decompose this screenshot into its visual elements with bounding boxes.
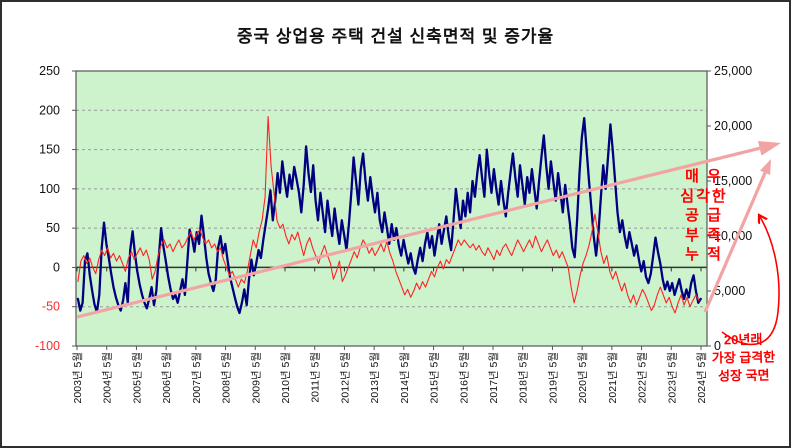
- x-axis-label: 2024년 5월: [696, 352, 708, 403]
- x-axis-label: 2019년 5월: [547, 352, 559, 403]
- right-axis-label: 15,000: [714, 174, 752, 188]
- left-axis-label: 100: [39, 182, 60, 196]
- chart-title: 중국 상업용 주택 건설 신축면적 및 증가율: [236, 27, 555, 46]
- left-axis-label: -100: [35, 339, 60, 353]
- right-axis-label: 5,000: [714, 284, 745, 298]
- x-axis-label: 2009년 5월: [250, 352, 262, 403]
- x-axis-label: 2006년 5월: [161, 352, 173, 403]
- x-axis-label: 2011년 5월: [310, 352, 322, 403]
- left-axis-label: 250: [39, 64, 60, 78]
- annotation-line: 매 우: [685, 168, 723, 185]
- annotation-line: 20년래: [723, 331, 763, 348]
- left-axis-label: 150: [39, 143, 60, 157]
- x-axis-label: 2014년 5월: [399, 352, 411, 403]
- plot-border: [75, 70, 708, 347]
- hand-drawn-arrow: [721, 215, 780, 346]
- x-axis-label: 2013년 5월: [369, 352, 381, 403]
- navy-growth-line: [76, 116, 702, 315]
- x-axis-label: 2021년 5월: [607, 352, 619, 403]
- annotation-line: 누 적: [685, 246, 723, 263]
- steep-trend-arrow: [703, 172, 767, 313]
- left-axis-label: 0: [53, 260, 60, 274]
- x-axis-label: 2015년 5월: [429, 352, 441, 403]
- long-trend-arrow: [76, 146, 761, 319]
- x-axis-label: 2010년 5월: [280, 352, 292, 403]
- annotation-line: 가장 급격한: [711, 349, 776, 366]
- annotation-line: 공 급: [685, 207, 723, 224]
- annotation-line: 성장 국면: [717, 367, 770, 384]
- x-axis-label: 2012년 5월: [339, 352, 351, 403]
- x-axis-label: 2008년 5월: [221, 352, 233, 403]
- x-axis-label: 2017년 5월: [488, 352, 500, 403]
- x-axis-label: 2020년 5월: [577, 352, 589, 403]
- long-trend-arrow-head: [757, 140, 781, 156]
- x-axis-label: 2023년 5월: [666, 352, 678, 403]
- right-axis-label: 10,000: [714, 229, 752, 243]
- x-axis-label: 2022년 5월: [637, 352, 649, 403]
- x-axis-label: 2018년 5월: [518, 352, 530, 403]
- x-axis-label: 2007년 5월: [191, 352, 203, 403]
- annotation-line: 부 족: [685, 226, 723, 244]
- right-axis-label: 20,000: [714, 119, 752, 133]
- left-axis-label: 200: [39, 103, 60, 117]
- right-axis-label: 0: [714, 339, 721, 353]
- x-axis-label: 2016년 5월: [458, 352, 470, 403]
- right-axis-label: 25,000: [714, 64, 752, 78]
- annotation-line: 심각한: [680, 187, 728, 205]
- x-axis-label: 2004년 5월: [102, 352, 114, 403]
- x-axis-label: 2005년 5월: [131, 352, 143, 403]
- annotation-growth-phase: 20년래 가장 급격한 성장 국면: [695, 330, 789, 386]
- red-growth-line: [77, 116, 700, 314]
- left-axis-label: 50: [46, 221, 60, 235]
- x-axis-label: 2003년 5월: [72, 352, 84, 403]
- left-axis-label: -50: [42, 300, 60, 314]
- plot-background: [76, 71, 707, 346]
- steep-trend-arrow-head: [760, 159, 771, 175]
